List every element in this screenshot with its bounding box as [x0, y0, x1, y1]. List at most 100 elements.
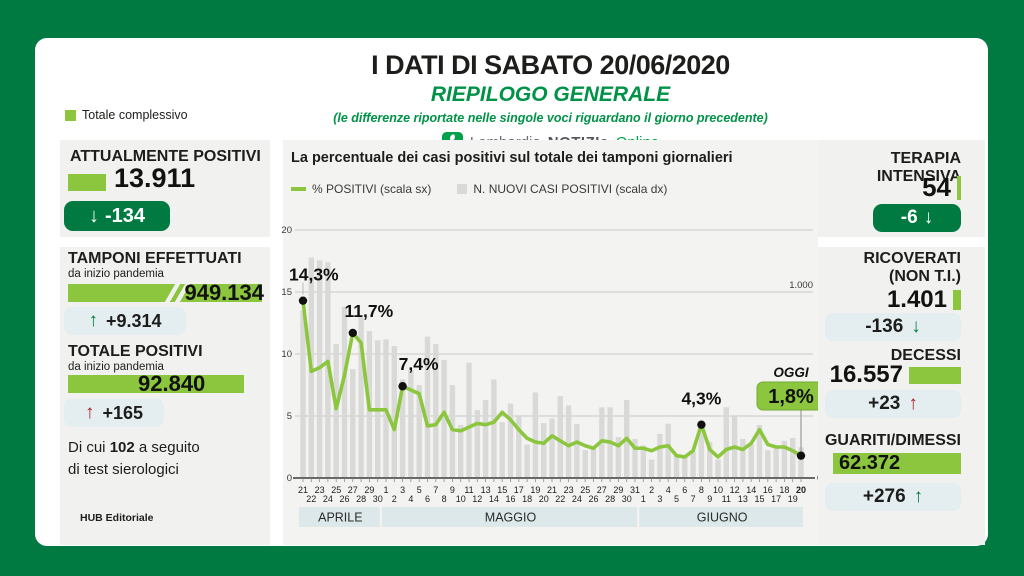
svg-text:26: 26	[588, 494, 598, 504]
legend-item-nuovi-casi: N. NUOVI CASI POSITIVI (scala dx)	[457, 182, 667, 196]
svg-text:18: 18	[522, 494, 532, 504]
svg-text:8: 8	[699, 485, 704, 495]
svg-text:22: 22	[306, 494, 316, 504]
totale-title: TOTALE POSITIVI	[68, 343, 203, 360]
page-subtitle: RIEPILOGO GENERALE	[430, 83, 671, 106]
ricoverati-delta-pill: -136 ↓	[825, 313, 961, 341]
up-arrow-icon: ↑	[913, 486, 924, 507]
note-bold-number: 102	[109, 439, 135, 456]
svg-text:21: 21	[298, 485, 308, 495]
terapia-title: TERAPIA INTENSIVA	[876, 150, 961, 185]
guariti-title: GUARITI/DIMESSI	[824, 432, 961, 449]
svg-text:20: 20	[539, 494, 549, 504]
svg-text:26: 26	[339, 494, 349, 504]
svg-text:16: 16	[505, 494, 515, 504]
decessi-delta: +23	[868, 393, 901, 414]
legend-totale-label: Totale complessivo	[82, 108, 188, 122]
svg-text:25: 25	[580, 485, 590, 495]
svg-text:7,4%: 7,4%	[399, 354, 439, 374]
panel-tamponi-totale: TAMPONI EFFETTUATI da inizio pandemia 94…	[60, 247, 270, 545]
svg-text:OGGI: OGGI	[773, 365, 809, 380]
legend-nuovi-casi-label: N. NUOVI CASI POSITIVI (scala dx)	[473, 182, 668, 196]
svg-text:17: 17	[771, 494, 781, 504]
svg-text:1: 1	[383, 485, 388, 495]
hub-editoriale-credit: HUB Editoriale	[80, 512, 154, 524]
ricoverati-title-line2: (NON T.I.)	[889, 268, 961, 285]
note-prefix: Di cui	[68, 439, 110, 456]
svg-text:1: 1	[641, 494, 646, 504]
svg-text:28: 28	[605, 494, 615, 504]
svg-text:19: 19	[530, 485, 540, 495]
decessi-delta-pill: +23 ↑	[825, 390, 961, 418]
svg-text:15: 15	[497, 485, 507, 495]
svg-text:11,7%: 11,7%	[344, 301, 393, 321]
totale-bar	[68, 375, 244, 393]
note-suffix: a seguito	[134, 439, 200, 456]
svg-text:GIUGNO: GIUGNO	[697, 511, 748, 525]
legend-positivi-label: % POSITIVI (scala sx)	[312, 182, 432, 196]
svg-text:1,8%: 1,8%	[768, 386, 814, 408]
svg-text:7: 7	[691, 494, 696, 504]
decessi-bar	[909, 366, 961, 384]
totale-delta: +165	[102, 402, 144, 423]
svg-text:5: 5	[287, 411, 292, 422]
svg-text:24: 24	[572, 494, 582, 504]
guariti-value: 62.372	[839, 452, 901, 474]
terapia-delta: -6	[900, 207, 918, 228]
svg-text:23: 23	[564, 485, 574, 495]
panel-ricoverati-decessi-guariti: RICOVERATI (NON T.I.) 1.401 -136 ↓ DECES…	[818, 247, 985, 545]
svg-text:5: 5	[674, 494, 679, 504]
down-arrow-icon: ↓	[923, 207, 934, 228]
terapia-value-row: 54	[818, 172, 985, 203]
panel-attualmente-positivi: ATTUALMENTE POSITIVI 13.911 ↓ -134	[60, 140, 270, 237]
svg-text:14,3%: 14,3%	[289, 265, 339, 285]
page-title: I DATI DI SABATO 20/06/2020	[371, 50, 730, 80]
down-arrow-icon: ↓	[911, 316, 921, 337]
tamponi-subtitle: da inizio pandemia	[68, 268, 164, 280]
chart-title: La percentuale dei casi positivi sul tot…	[291, 150, 733, 166]
svg-text:5: 5	[417, 485, 422, 495]
up-arrow-icon: ↑	[84, 402, 95, 423]
svg-text:24: 24	[323, 494, 333, 504]
svg-text:9: 9	[450, 485, 455, 495]
up-arrow-icon: ↑	[908, 393, 918, 414]
svg-text:25: 25	[331, 485, 341, 495]
tamponi-bar	[68, 284, 262, 302]
ricoverati-bar	[953, 290, 961, 310]
svg-text:14: 14	[746, 485, 756, 495]
svg-text:16: 16	[763, 485, 773, 495]
decessi-title: DECESSI	[890, 347, 961, 364]
svg-text:8: 8	[442, 494, 447, 504]
panel-terapia-intensiva: TERAPIA INTENSIVA 54 -6 ↓	[818, 140, 985, 237]
svg-text:17: 17	[514, 485, 524, 495]
svg-text:30: 30	[373, 494, 383, 504]
header: I DATI DI SABATO 20/06/2020 RIEPILOGO GE…	[283, 48, 818, 153]
white-canvas: I DATI DI SABATO 20/06/2020 RIEPILOGO GE…	[35, 38, 988, 546]
guariti-delta-pill: +276 ↑	[825, 483, 961, 511]
line-swatch-icon	[291, 187, 306, 191]
svg-text:15: 15	[281, 287, 292, 298]
ricoverati-value-row: 1.401	[818, 286, 985, 314]
svg-text:31: 31	[630, 485, 640, 495]
combo-chart: 051015201.000021222324252627282930123456…	[281, 225, 826, 527]
svg-text:20: 20	[796, 485, 806, 495]
bar-swatch-icon	[457, 184, 468, 194]
svg-text:6: 6	[682, 485, 687, 495]
svg-text:29: 29	[364, 485, 374, 495]
terapia-delta-pill: -6 ↓	[873, 204, 961, 232]
svg-text:20: 20	[281, 225, 292, 236]
chart-panel: La percentuale dei casi positivi sul tot…	[281, 140, 826, 545]
green-square-icon	[65, 109, 76, 121]
guariti-bar: 62.372	[833, 452, 961, 474]
svg-text:12: 12	[730, 485, 740, 495]
tamponi-delta: +9.314	[105, 310, 162, 331]
legend-item-positivi: % POSITIVI (scala sx)	[291, 182, 431, 196]
decessi-value-row: 16.557	[818, 361, 985, 389]
svg-text:10: 10	[713, 485, 723, 495]
attualmente-value: 13.911	[114, 163, 196, 193]
attualmente-delta: -134	[104, 204, 146, 227]
svg-text:11: 11	[464, 485, 473, 495]
tamponi-delta-pill: ↑ +9.314	[64, 307, 186, 335]
terapia-bar	[957, 175, 961, 200]
